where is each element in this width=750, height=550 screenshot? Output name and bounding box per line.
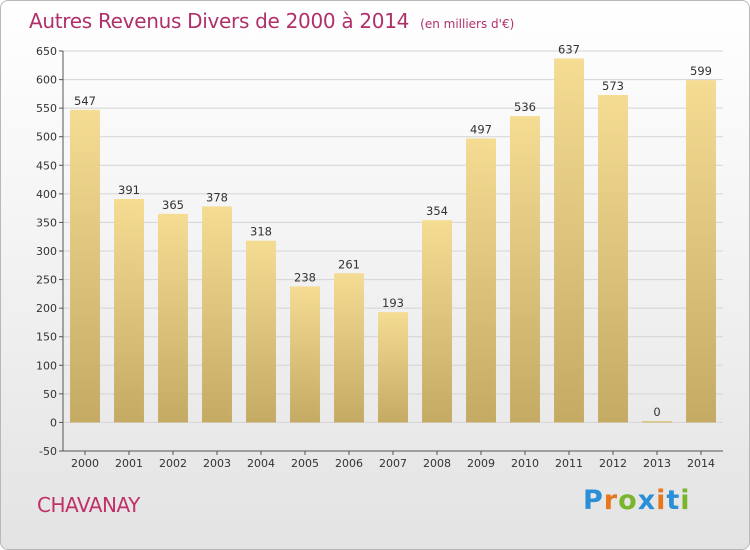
y-tick-label: 600 [36,74,57,87]
x-tick-label: 2012 [599,457,627,470]
x-tick-label: 2004 [247,457,275,470]
x-tick-label: 2001 [115,457,143,470]
x-tick-label: 2014 [687,457,715,470]
data-label: 193 [382,296,404,310]
x-tick-label: 2006 [335,457,363,470]
x-tick-label: 2011 [555,457,583,470]
x-tick-label: 2000 [71,457,99,470]
y-tick-label: 400 [36,188,57,201]
bar [114,199,144,423]
x-tick-label: 2010 [511,457,539,470]
data-label: 547 [74,94,96,108]
bar [598,95,628,423]
x-tick-label: 2002 [159,457,187,470]
data-label: 238 [294,270,316,284]
bar [334,273,364,423]
chart-title: Autres Revenus Divers de 2000 à 2014 (en… [29,9,514,33]
y-tick-label: 450 [36,159,57,172]
town-name: CHAVANAY [37,493,140,517]
x-tick-label: 2013 [643,457,671,470]
y-tick-label: 650 [36,45,57,58]
data-label: 378 [206,190,228,204]
logo-letter: P [583,485,604,516]
logo-letter: r [603,485,619,516]
data-label: 318 [250,225,272,239]
y-tick-label: 500 [36,131,57,144]
logo-letter: t [666,485,681,516]
y-tick-label: 0 [50,416,57,429]
logo-letter: o [618,485,638,516]
x-tick-label: 2007 [379,457,407,470]
logo-letter: x [637,485,657,516]
x-tick-label: 2003 [203,457,231,470]
data-label: 497 [470,122,492,136]
bar [70,109,100,423]
y-tick-label: 250 [36,274,57,287]
chart-unit-text: (en milliers d'€) [420,17,515,31]
bar [510,116,540,423]
data-label: 0 [653,405,660,419]
logo-letter: i [656,485,667,516]
data-label: 365 [162,198,184,212]
x-tick-label: 2005 [291,457,319,470]
y-tick-label: 300 [36,245,57,258]
bar [202,206,232,423]
bar [686,80,716,423]
bar [378,312,408,423]
bar [554,58,584,423]
y-tick-label: 50 [43,388,57,401]
data-label: 637 [558,42,580,56]
bar [290,286,320,423]
bar [246,240,276,423]
logo-letter: i [680,485,691,516]
chart-title-text: Autres Revenus Divers de 2000 à 2014 [29,9,410,33]
data-label: 573 [602,79,624,93]
x-tick-label: 2009 [467,457,495,470]
x-tick-label: 2008 [423,457,451,470]
y-tick-label: 100 [36,359,57,372]
data-label: 261 [338,257,360,271]
y-tick-label: -50 [39,445,57,458]
data-label: 354 [426,204,448,218]
bar [422,220,452,423]
data-label: 391 [118,183,140,197]
data-label: 599 [690,64,712,78]
bar [642,420,672,423]
y-tick-label: 350 [36,216,57,229]
proxiti-logo: Proxiti [583,485,691,516]
y-tick-label: 200 [36,302,57,315]
y-tick-label: 550 [36,102,57,115]
y-tick-label: 150 [36,331,57,344]
bar [158,213,188,423]
data-label: 536 [514,100,536,114]
bar [466,138,496,423]
